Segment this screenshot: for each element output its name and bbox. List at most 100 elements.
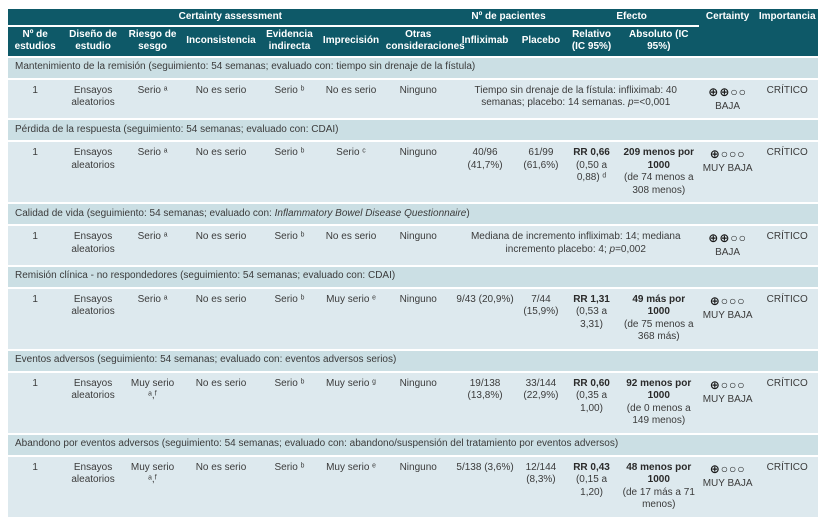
cell-evidencia-indirecta: Serio ᵇ — [260, 456, 319, 517]
section-title-text: Eventos adversos (seguimiento: 54 semana… — [15, 354, 397, 366]
col-header-infliximab: Infliximab — [452, 26, 518, 56]
cell-importancia: CRÍTICO — [756, 372, 818, 433]
resultado-text: Tiempo sin drenaje de la fístula: inflix… — [474, 84, 677, 109]
section-title-text: Mantenimiento de la remisión (seguimient… — [15, 61, 476, 73]
cell-resultado-narrativo: Tiempo sin drenaje de la fístula: inflix… — [452, 79, 699, 118]
cell-relativo: RR 1,31 (0,53 a 3,31) — [564, 288, 619, 349]
cell-importancia: CRÍTICO — [756, 79, 818, 118]
cell-imprecision: No es serio — [318, 79, 384, 118]
group-header-pacientes: Nº de pacientes — [452, 9, 565, 25]
cell-n-estudios: 1 — [8, 142, 63, 202]
absoluto-valor: 209 menos por 1000 — [623, 147, 695, 171]
col-header-absoluto: Absoluto (IC 95%) — [618, 26, 699, 56]
section-title-text: Calidad de vida (seguimiento: 54 semanas… — [15, 207, 275, 219]
cell-diseno-estudio: Ensayos aleatorios — [62, 456, 124, 517]
cell-infliximab: 40/96 (41,7%) — [452, 142, 518, 202]
absoluto-ic: (de 75 menos a 368 más) — [624, 318, 694, 343]
cell-placebo: 61/99 (61,6%) — [517, 142, 565, 202]
certainty-label: MUY BAJA — [702, 477, 753, 489]
cell-evidencia-indirecta: Serio ᵇ — [260, 288, 319, 349]
cell-n-estudios: 1 — [8, 226, 63, 265]
cell-riesgo-sesgo: Serio ᵃ — [123, 79, 182, 118]
cell-otras-consideraciones: Ninguno — [383, 79, 453, 118]
certainty-symbols: ⊕○○○ — [709, 147, 746, 161]
certainty-label: MUY BAJA — [702, 393, 753, 405]
cell-imprecision: Muy serio ᵍ — [318, 372, 384, 433]
cell-inconsistencia: No es serio — [181, 226, 261, 265]
data-row-calidad-vida: 1 Ensayos aleatorios Serio ᵃ No es serio… — [8, 226, 818, 265]
cell-riesgo-sesgo: Serio ᵃ — [123, 226, 182, 265]
section-row-eventos-adversos: Eventos adversos (seguimiento: 54 semana… — [8, 350, 818, 371]
cell-placebo: 12/144 (8,3%) — [517, 456, 565, 517]
relativo-valor: RR 0,60 — [573, 377, 610, 389]
cell-otras-consideraciones: Ninguno — [383, 226, 453, 265]
cell-absoluto: 49 más por 1000 (de 75 menos a 368 más) — [618, 288, 699, 349]
section-title-text: Remisión clínica - no respondedores (seg… — [15, 270, 396, 282]
col-header-certainty: Certainty — [698, 9, 757, 56]
certainty-symbols: ⊕⊕○○ — [708, 84, 747, 99]
section-row-mantenimiento-remision: Mantenimiento de la remisión (seguimient… — [8, 57, 818, 78]
section-title: Calidad de vida (seguimiento: 54 semanas… — [8, 204, 818, 224]
header-columns-row: Nº de estudios Diseño de estudio Riesgo … — [8, 26, 818, 56]
section-title: Eventos adversos (seguimiento: 54 semana… — [8, 350, 818, 371]
data-row-eventos-adversos: 1 Ensayos aleatorios Muy serio ᵃ,ᶠ No es… — [8, 372, 818, 433]
cell-diseno-estudio: Ensayos aleatorios — [62, 226, 124, 265]
group-header-certainty-assessment: Certainty assessment — [8, 9, 453, 25]
header-group-row: Certainty assessment Nº de pacientes Efe… — [8, 9, 818, 56]
cell-certainty: ⊕⊕○○ BAJA — [698, 226, 757, 265]
absoluto-ic: (de 74 menos a 308 menos) — [624, 172, 694, 196]
cell-evidencia-indirecta: Serio ᵇ — [260, 226, 319, 265]
col-header-importancia: Importancia — [756, 9, 818, 56]
section-title-text: Pérdida de la respuesta (seguimiento: 54… — [15, 123, 339, 135]
cell-diseno-estudio: Ensayos aleatorios — [62, 372, 124, 433]
cell-infliximab: 5/138 (3,6%) — [452, 456, 518, 517]
relativo-ic: (0,15 a 1,20) — [575, 474, 608, 498]
cell-imprecision: Muy serio ᵉ — [318, 288, 384, 349]
absoluto-valor: 49 más por 1000 — [632, 293, 686, 318]
col-header-imprecision: Imprecisión — [318, 26, 384, 56]
section-title: Pérdida de la respuesta (seguimiento: 54… — [8, 120, 818, 140]
cell-absoluto: 209 menos por 1000 (de 74 menos a 308 men… — [618, 142, 699, 202]
cell-placebo: 7/44 (15,9%) — [517, 288, 565, 349]
data-row-perdida-respuesta: 1 Ensayos aleatorios Serio ᵃ No es serio… — [8, 142, 818, 202]
cell-certainty: ⊕○○○ MUY BAJA — [698, 456, 757, 517]
cell-certainty: ⊕○○○ MUY BAJA — [698, 142, 757, 202]
cell-importancia: CRÍTICO — [756, 456, 818, 517]
cell-placebo: 33/144 (22,9%) — [517, 372, 565, 433]
cell-imprecision: Muy serio ᵉ — [318, 456, 384, 517]
col-header-placebo: Placebo — [517, 26, 565, 56]
section-title-text: Abandono por eventos adversos (seguimien… — [15, 438, 619, 450]
cell-riesgo-sesgo: Muy serio ᵃ,ᶠ — [123, 456, 182, 517]
cell-diseno-estudio: Ensayos aleatorios — [62, 79, 124, 118]
cell-certainty: ⊕⊕○○ BAJA — [698, 79, 757, 118]
col-header-riesgo-sesgo: Riesgo de sesgo — [123, 26, 182, 56]
relativo-valor: RR 0,66 — [573, 147, 610, 158]
section-title: Remisión clínica - no respondedores (seg… — [8, 266, 818, 287]
resultado-p: p — [627, 97, 634, 108]
certainty-label: MUY BAJA — [702, 163, 753, 174]
cell-certainty: ⊕○○○ MUY BAJA — [698, 288, 757, 349]
section-row-perdida-respuesta: Pérdida de la respuesta (seguimiento: 54… — [8, 120, 818, 140]
cell-inconsistencia: No es serio — [181, 288, 261, 349]
cell-n-estudios: 1 — [8, 288, 63, 349]
section-title-italic: Inflammatory Bowel Disease Questionnaire — [274, 207, 467, 219]
cell-otras-consideraciones: Ninguno — [383, 288, 453, 349]
col-header-diseno-estudio: Diseño de estudio — [62, 26, 124, 56]
cell-absoluto: 92 menos por 1000 (de 0 menos a 149 menos… — [618, 372, 699, 433]
cell-relativo: RR 0,43 (0,15 a 1,20) — [564, 456, 619, 517]
relativo-ic: (0,50 a 0,88) ᵈ — [575, 159, 608, 184]
cell-inconsistencia: No es serio — [181, 372, 261, 433]
section-title: Abandono por eventos adversos (seguimien… — [8, 434, 818, 455]
cell-absoluto: 48 menos por 1000 (de 17 más a 71 menos) — [618, 456, 699, 517]
cell-otras-consideraciones: Ninguno — [383, 142, 453, 202]
cell-riesgo-sesgo: Muy serio ᵃ,ᶠ — [123, 372, 182, 433]
relativo-ic: (0,53 a 3,31) — [575, 306, 608, 330]
col-header-n-estudios: Nº de estudios — [8, 26, 63, 56]
relativo-valor: RR 0,43 — [573, 461, 610, 473]
cell-riesgo-sesgo: Serio ᵃ — [123, 288, 182, 349]
absoluto-ic: (de 0 menos a 149 menos) — [626, 402, 691, 427]
cell-otras-consideraciones: Ninguno — [383, 456, 453, 517]
cell-inconsistencia: No es serio — [181, 456, 261, 517]
grade-evidence-table: Certainty assessment Nº de pacientes Efe… — [8, 7, 818, 519]
